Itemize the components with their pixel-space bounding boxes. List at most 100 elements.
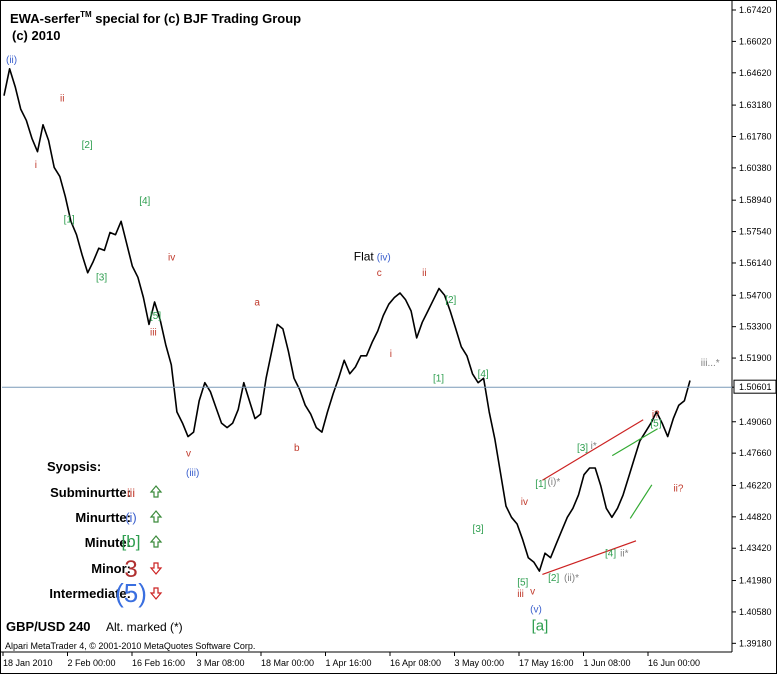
- current-price-box: [733, 379, 777, 394]
- wave-label: [5]: [150, 311, 161, 322]
- price-tick-label: 1.56140: [739, 258, 772, 268]
- time-tick-label: 16 Apr 08:00: [390, 658, 441, 668]
- arrow-up-icon: [149, 535, 163, 548]
- price-tick-label: 1.46220: [739, 480, 772, 490]
- wave-label: (i)*: [547, 477, 560, 488]
- arrow-up-icon: [149, 510, 163, 523]
- wave-label: (ii)*: [564, 573, 579, 584]
- wave-label: iii: [517, 589, 524, 600]
- wave-label: a: [254, 297, 260, 308]
- synopsis-heading: Syopsis:: [47, 459, 101, 474]
- price-tick-label: 1.50601: [739, 382, 772, 392]
- synopsis-wave-value: (i): [125, 510, 137, 525]
- wave-label: iv: [521, 497, 528, 508]
- price-tick-label: 1.63180: [739, 100, 772, 110]
- channel-line: [542, 540, 637, 576]
- price-series: [3, 68, 691, 572]
- wave-label: (v): [530, 605, 542, 616]
- price-tick-label: 1.66020: [739, 36, 772, 46]
- price-tick-label: 1.64620: [739, 68, 772, 78]
- wave-label: (ii): [6, 55, 17, 66]
- price-tick-label: 1.41980: [739, 576, 772, 586]
- wave-label: [2]: [445, 295, 456, 306]
- time-axis: 18 Jan 2010 2 Feb 00:00 16 Feb 16:00 3 Mar …: [2, 652, 700, 668]
- synopsis-row-label: Intermediate:: [49, 586, 131, 601]
- price-tick-label: 1.51900: [739, 353, 772, 363]
- synopsis-wave-value: 3: [124, 556, 137, 583]
- price-tick-label: 1.58940: [739, 195, 772, 205]
- synopsis-row-label: Subminurtte:: [50, 485, 131, 500]
- price-tick-label: 1.53300: [739, 322, 772, 332]
- wave-label: [1]: [535, 479, 546, 490]
- channel-line: [542, 419, 644, 481]
- copyright-subtitle: (c) 2010: [12, 28, 60, 43]
- wave-label: [5]: [650, 418, 661, 429]
- symbol-label: GBP/USD 240: [6, 619, 91, 634]
- synopsis-row-label: Minurtte:: [75, 510, 131, 525]
- channel-lines: [542, 419, 658, 576]
- wave-label: [2]: [82, 140, 93, 151]
- price-tick-label: 1.57540: [739, 227, 772, 237]
- wave-label: [3]: [473, 524, 484, 535]
- synopsis-wave-value: [b]: [122, 532, 141, 551]
- time-tick-label: 18 Jan 2010: [3, 658, 53, 668]
- synopsis-row-label: Minute:: [85, 535, 131, 550]
- price-tick-label: 1.54700: [739, 290, 772, 300]
- price-tick-label: 1.43420: [739, 543, 772, 553]
- wave-label: [3]: [577, 443, 588, 454]
- wave-label: v: [186, 448, 191, 459]
- price-tick-label: 1.67420: [739, 5, 772, 15]
- price-tick-label: 1.40580: [739, 607, 772, 617]
- arrow-down-icon: [149, 562, 163, 575]
- wave-label: [1]: [64, 214, 75, 225]
- wave-label: [4]: [478, 369, 489, 380]
- wave-label: [4]: [139, 196, 150, 207]
- price-tick-label: 1.44820: [739, 512, 772, 522]
- synopsis-wave-value: (5): [115, 578, 147, 608]
- time-tick-label: 17 May 16:00: [519, 658, 574, 668]
- time-tick-label: 18 Mar 00:00: [261, 658, 314, 668]
- time-tick-label: 1 Jun 08:00: [584, 658, 631, 668]
- channel-line: [629, 484, 653, 519]
- wave-label: [5]: [517, 578, 528, 589]
- wave-label: i: [35, 160, 37, 171]
- time-tick-label: 16 Feb 16:00: [132, 658, 185, 668]
- wave-label: v: [530, 587, 535, 598]
- wave-label: iii...*: [701, 358, 720, 369]
- chart-title: EWA-serferTM special for (c) BJF Trading…: [10, 10, 301, 26]
- wave-label: [2]: [548, 573, 559, 584]
- wave-label: (iv): [377, 253, 391, 264]
- time-tick-label: 1 Apr 16:00: [326, 658, 372, 668]
- wave-label: [1]: [433, 374, 444, 385]
- arrow-up-icon: [149, 485, 163, 498]
- wave-label: b: [294, 443, 300, 454]
- time-tick-label: 3 May 00:00: [455, 658, 505, 668]
- wave-label: ii?: [673, 483, 683, 494]
- wave-label: ii*: [620, 549, 628, 560]
- alt-marked-note: Alt. marked (*): [106, 620, 183, 634]
- wave-label: i*: [591, 441, 597, 452]
- synopsis-panel: Syopsis: Subminurtte:iii Minurtte:(i) Minu…: [47, 459, 163, 608]
- time-tick-label: 2 Feb 00:00: [68, 658, 116, 668]
- time-tick-label: 16 Jun 00:00: [648, 658, 700, 668]
- price-tick-label: 1.39180: [739, 638, 772, 648]
- footer-copyright: Alpari MetaTrader 4, © 2001-2010 MetaQuo…: [5, 641, 255, 651]
- price-tick-label: 1.61780: [739, 131, 772, 141]
- price-line: [3, 68, 691, 572]
- wave-label: i: [390, 349, 392, 360]
- synopsis-row-label: Minor:: [91, 561, 131, 576]
- wave-label: Flat: [354, 250, 375, 264]
- wave-label: ii: [60, 93, 64, 104]
- wave-label: c: [377, 268, 382, 279]
- price-tick-label: 1.60380: [739, 163, 772, 173]
- wave-label: i?: [652, 409, 660, 420]
- synopsis-wave-value: iii: [127, 486, 135, 500]
- time-tick-label: 3 Mar 08:00: [197, 658, 245, 668]
- price-tick-label: 1.47660: [739, 448, 772, 458]
- wave-labels: (ii)iii[2][1][4][3]iv[5]iiiv(iii)abFlat(…: [6, 55, 720, 634]
- channel-line: [611, 428, 658, 457]
- price-tick-label: 1.49060: [739, 417, 772, 427]
- price-axis: 1.67420 1.66020 1.64620 1.63180 1.61780 1.603…: [732, 5, 777, 648]
